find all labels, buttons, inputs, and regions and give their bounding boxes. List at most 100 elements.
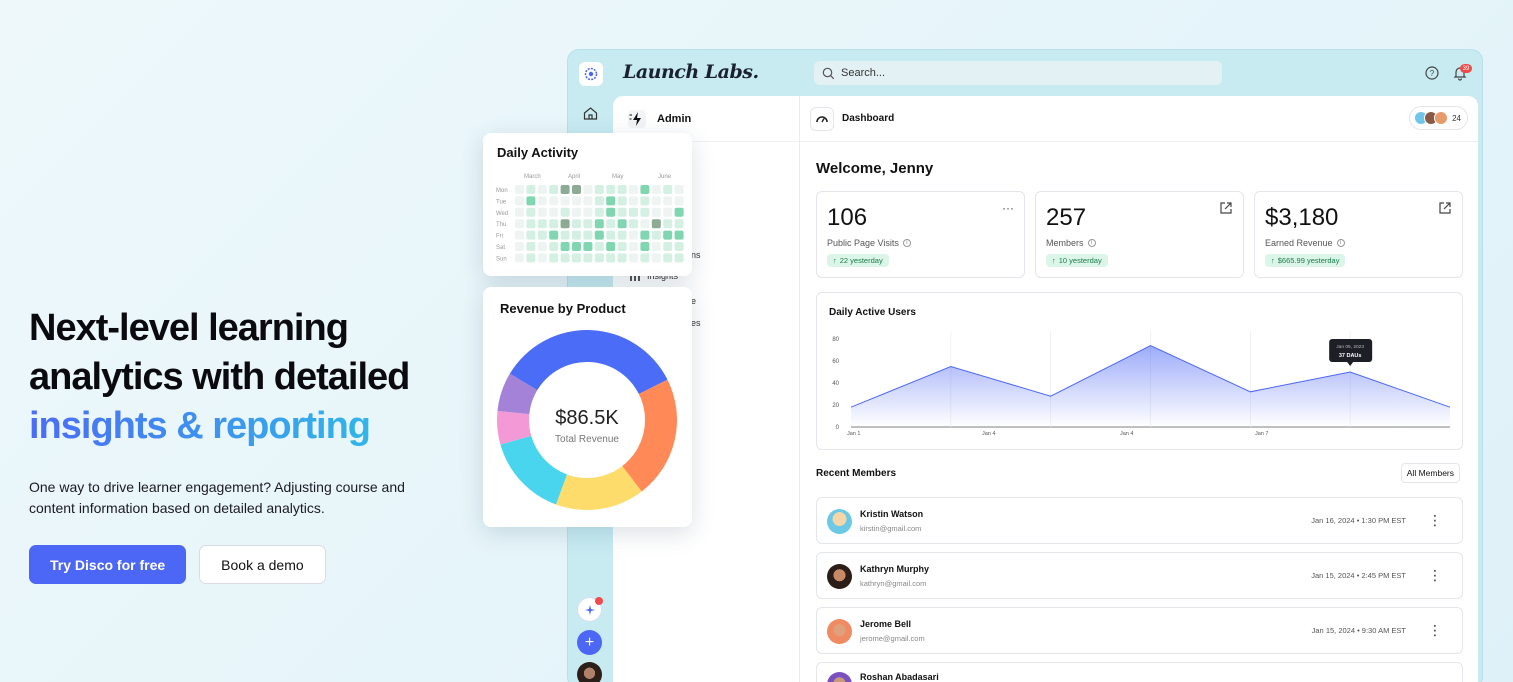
heatmap-cell [606,196,616,206]
member-row[interactable]: Roshan Abadasari [816,662,1463,682]
heatmap-cell [674,253,684,263]
sidebar-item-insights[interactable]: Insights [629,270,678,282]
heatmap-cell [629,207,638,217]
heatmap-cell [537,207,547,217]
info-icon[interactable]: i [1087,239,1096,247]
try-free-button[interactable]: Try Disco for free [29,545,187,584]
heatmap-cell [572,242,581,251]
welcome-heading: Welcome, Jenny [816,160,934,177]
heatmap-cell [594,207,604,217]
kebab-menu-icon[interactable]: ⋮ [1428,512,1442,528]
kebab-menu-icon[interactable]: ⋮ [1428,567,1442,583]
heatmap-cell [629,253,638,263]
heatmap-cell [583,230,593,240]
add-plus-button[interactable]: + [577,630,602,655]
donut-slice [497,373,538,415]
heatmap-cell [594,230,604,240]
heatmap-cell [537,253,547,263]
heatmap-cell [560,196,570,206]
y-tick-label: 40 [832,381,839,387]
info-icon[interactable]: i [902,239,911,247]
member-email: jerome@gmail.com [860,634,925,643]
y-tick-label: 20 [832,403,839,409]
sparkle-icon [584,604,595,615]
chart-tooltip: Jan 05, 2023 37 DAUs [1329,339,1373,366]
user-avatar[interactable] [577,662,602,682]
heatmap-cell [549,253,559,263]
heatmap-cell [549,207,559,217]
workspace-logo-icon[interactable] [579,62,603,86]
day-label: Sun [496,256,507,262]
member-row[interactable]: Kristin Watson kirstin@gmail.com Jan 16,… [816,497,1463,544]
heatmap-cell [572,230,581,240]
heatmap-cell [560,253,570,263]
heatmap-cell [640,196,650,206]
sidebar-item-fragment[interactable]: ns [691,250,701,260]
info-icon[interactable]: i [1336,239,1345,247]
sidebar-item-label: e [691,296,697,306]
heatmap-cell [549,219,559,229]
stat-delta-badge: ↑ 10 yesterday [1046,254,1108,267]
sidebar-item-fragment[interactable]: es [691,318,701,328]
heatmap-cell [629,185,638,194]
home-icon[interactable] [582,105,599,122]
heatmap-cell [515,230,524,240]
heatmap-cell [537,185,547,194]
heatmap-cell [674,196,684,206]
activity-heatmap: March April May June Mon Tue Wed Thu Fri Sat Sun [496,174,684,263]
heatmap-cell [663,196,673,206]
heatmap-cell [606,207,616,217]
heatmap-cell [560,207,570,217]
avatar [827,509,852,534]
external-link-icon[interactable] [1438,201,1452,215]
heatmap-cell [537,242,547,251]
kebab-menu-icon[interactable]: ⋮ [1428,622,1442,638]
book-demo-button[interactable]: Book a demo [199,545,326,584]
heatmap-cell [663,230,673,240]
donut-slice [500,435,567,505]
day-label: Fri [496,234,503,240]
more-options-icon[interactable]: ··· [1002,201,1014,215]
member-row[interactable]: Jerome Bell jerome@gmail.com Jan 15, 202… [816,607,1463,654]
sidebar-item-fragment[interactable]: e [691,296,696,306]
tooltip-value: 37 DAUs [1339,353,1362,359]
heatmap-cell [549,185,559,194]
heatmap-cell [651,230,661,240]
heatmap-cell [606,253,616,263]
month-label: April [568,174,580,180]
hero-section: Next-level learning analytics with detai… [29,304,469,584]
tooltip-date: Jan 05, 2023 [1336,344,1364,350]
y-tick-label: 80 [832,337,839,343]
daily-active-users-card: Daily Active Users 0 20 40 60 80 Jan 1 Jan 4 Ja… [816,292,1463,450]
member-avatars[interactable]: 24 [1409,106,1468,130]
sidebar-item-label: es [691,318,701,328]
heatmap-cell [515,196,524,206]
brand-name: Launch Labs. [623,61,759,83]
sparkle-notification-dot [595,597,603,605]
search-input[interactable]: Search... [814,61,1222,85]
avatar [1434,111,1449,125]
ai-sparkle-button[interactable] [577,597,602,622]
help-icon[interactable]: ? [1424,65,1440,81]
heatmap-cell [640,242,650,251]
x-tick-label: Jan 4 [982,431,995,437]
heatmap-cell [583,253,593,263]
arrow-up-icon: ↑ [1271,256,1275,265]
member-row[interactable]: Kathryn Murphy kathryn@gmail.com Jan 15,… [816,552,1463,599]
heatmap-cell [515,219,524,229]
search-icon [822,67,835,79]
heatmap-cell [583,207,593,217]
heatmap-cell [560,219,570,229]
external-link-icon[interactable] [1219,201,1233,215]
heatmap-cell [572,207,581,217]
heatmap-cell [640,253,650,263]
heatmap-cell [617,230,627,240]
heatmap-cell [537,219,547,229]
member-email: kathryn@gmail.com [860,579,927,588]
top-bar: Launch Labs. Search... ? 39 [568,50,1482,96]
heatmap-cell [674,219,684,229]
dashboard-main: Dashboard 24 Welcome, Jenny 106 Public P… [800,96,1478,682]
chart-title: Daily Active Users [829,307,916,318]
all-members-button[interactable]: All Members [1400,463,1460,483]
heatmap-cell [651,253,661,263]
